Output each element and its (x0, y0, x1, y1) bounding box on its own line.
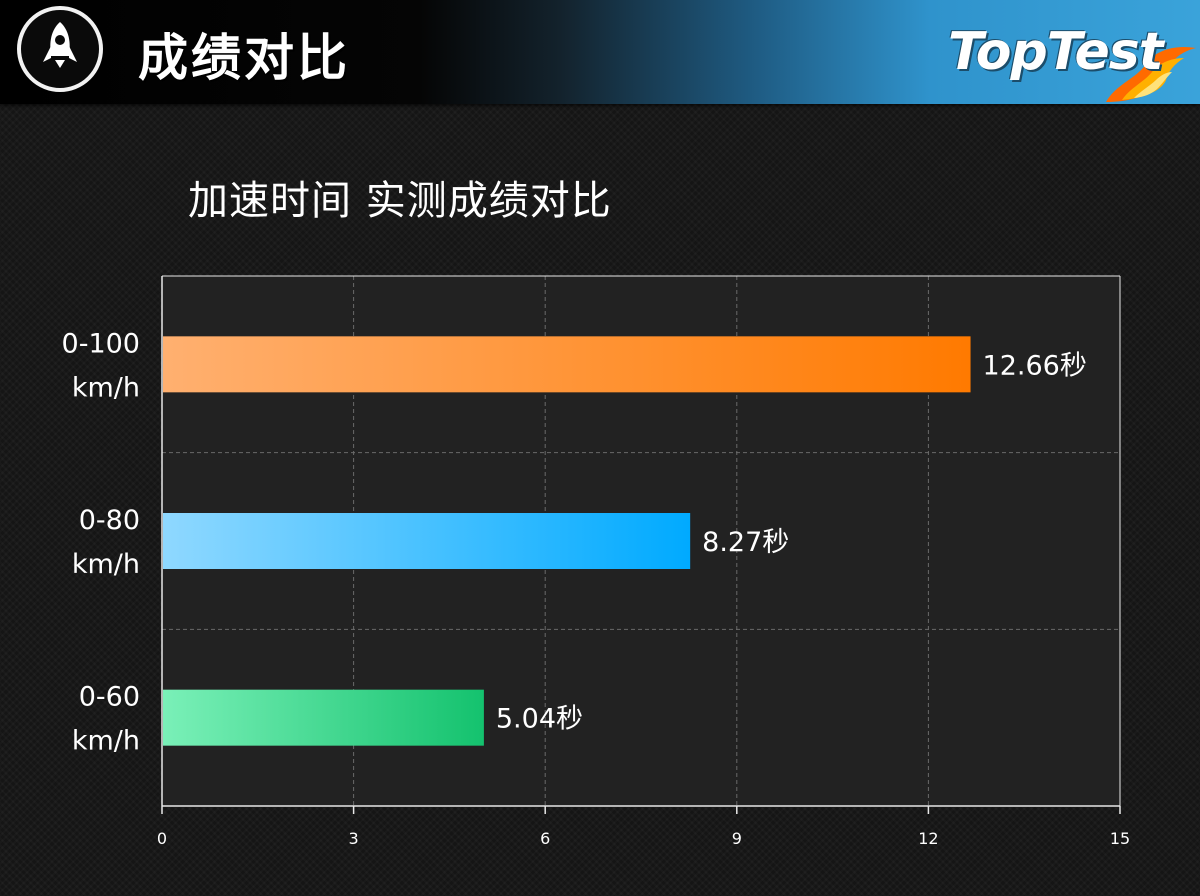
toptest-logo: TopTest (936, 14, 1200, 104)
x-tick-label: 0 (157, 829, 167, 848)
page-title: 成绩对比 (138, 29, 350, 87)
bar-value-label: 5.04秒 (496, 704, 583, 735)
header-bar: 成绩对比 TopTest (0, 0, 1200, 104)
x-tick-label: 6 (540, 829, 550, 848)
bar-value-label: 12.66秒 (983, 350, 1087, 381)
flame-icon (1106, 46, 1196, 102)
logo-text: TopTest (948, 22, 1164, 82)
x-tick-label: 9 (732, 829, 742, 848)
rocket-badge (17, 6, 103, 92)
bar (163, 336, 971, 393)
bar (163, 513, 691, 569)
category-label: 0-80 km/h (72, 505, 140, 580)
bar-value-label: 8.27秒 (702, 527, 789, 558)
x-tick-label: 15 (1110, 829, 1130, 848)
bar (163, 689, 484, 746)
x-tick-label: 12 (918, 829, 938, 848)
x-tick-label: 3 (349, 829, 359, 848)
rocket-icon (43, 22, 77, 68)
category-label: 0-60 km/h (72, 682, 140, 757)
chart-title: 加速时间 实测成绩对比 (188, 178, 612, 224)
category-label: 0-100 km/h (62, 328, 140, 403)
